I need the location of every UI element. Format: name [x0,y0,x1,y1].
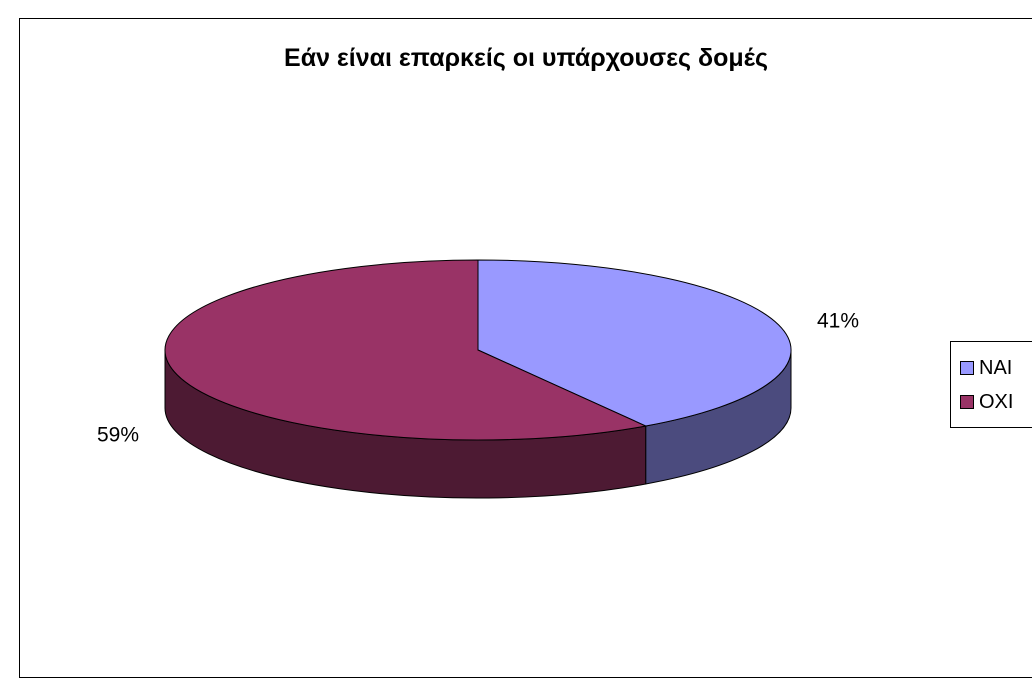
pie-data-labels: 41% 59% [97,310,859,447]
legend-label-oxi: ΟΧΙ [979,390,1014,413]
data-label-0: 41% [817,310,859,333]
pie-slice-1 [164,259,648,441]
legend-item-oxi: ΟΧΙ [960,389,1013,415]
chart-title: Εάν είναι επαρκείς οι υπάρχουσες δομές [284,44,768,72]
legend-swatch-nai [960,361,974,375]
data-label-1: 59% [97,423,139,446]
legend: ΝΑΙ ΟΧΙ [950,341,1032,428]
legend-swatch-oxi [960,395,974,409]
pie-chart: 41% 59% [97,259,859,499]
legend-item-nai: ΝΑΙ [960,355,1012,381]
pie-slice-0 [477,259,792,427]
pie-tops [164,259,792,441]
legend-label-nai: ΝΑΙ [979,356,1013,379]
